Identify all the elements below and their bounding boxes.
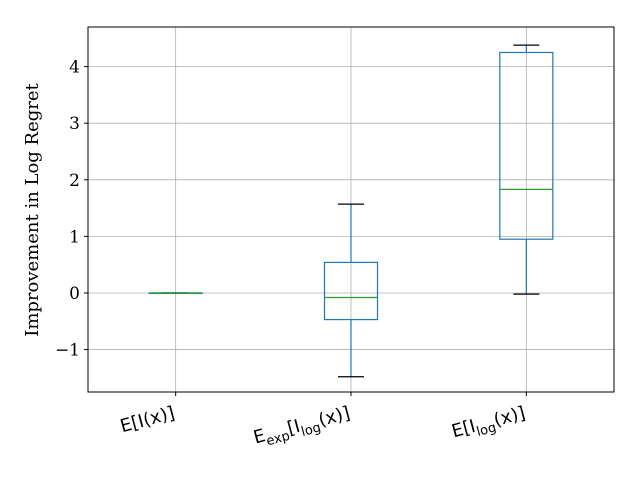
box-body [499, 51, 554, 240]
x-tick-text-part: E[I [449, 416, 477, 442]
x-tick-text-part: E [251, 425, 267, 448]
x-tick-label: E[I(x)] [118, 403, 177, 438]
y-tick-label: 1 [69, 227, 80, 247]
box-group [323, 203, 379, 378]
y-tick-label: 3 [69, 114, 80, 134]
y-axis-label: Improvement in Log Regret [22, 82, 43, 336]
x-tick-text-part: (x)] [492, 403, 528, 431]
y-tick-label: 0 [69, 284, 80, 304]
box-group [499, 44, 554, 295]
x-tick-text-part: [I [285, 416, 302, 439]
x-axis-ticks: E[I(x)] Eexp[Ilog(x)] E[Ilog(x)] [118, 392, 528, 453]
x-tick-text-part: E[I(x)] [118, 403, 177, 438]
y-axis-ticks: −1 0 1 2 3 4 [55, 58, 88, 361]
box-layer [148, 44, 554, 378]
x-tick-subscript: exp [265, 429, 292, 450]
x-tick-label: Eexp[Ilog(x)] [251, 403, 353, 453]
y-tick-label: 2 [69, 171, 80, 191]
y-tick-label: −1 [55, 341, 80, 361]
x-tick-subscript: log [475, 420, 498, 440]
y-tick-label: 4 [69, 58, 80, 78]
x-tick-subscript: log [300, 420, 323, 440]
box-body [323, 261, 379, 321]
x-tick-text-part: (x)] [316, 403, 352, 431]
box-group [148, 292, 203, 295]
x-tick-label: E[Ilog(x)] [449, 403, 528, 447]
